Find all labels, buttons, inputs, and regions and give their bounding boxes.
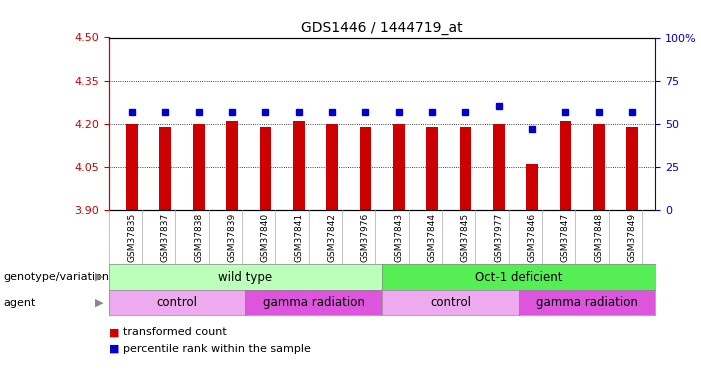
- Bar: [526, 164, 538, 210]
- Bar: [226, 121, 238, 210]
- Bar: [360, 127, 372, 210]
- Bar: [160, 127, 171, 210]
- Text: GSM37846: GSM37846: [528, 213, 536, 262]
- Text: GSM37838: GSM37838: [194, 213, 203, 262]
- Text: agent: agent: [4, 298, 36, 307]
- Bar: [293, 121, 304, 210]
- Text: GSM37977: GSM37977: [494, 213, 503, 262]
- Text: GSM37848: GSM37848: [594, 213, 604, 262]
- Text: GSM37841: GSM37841: [294, 213, 304, 262]
- Text: ■: ■: [109, 344, 119, 354]
- Text: gamma radiation: gamma radiation: [263, 296, 365, 309]
- Text: Oct-1 deficient: Oct-1 deficient: [475, 271, 562, 284]
- Text: GSM37839: GSM37839: [228, 213, 236, 262]
- Bar: [259, 127, 271, 210]
- Text: ▶: ▶: [95, 298, 104, 307]
- Text: ▶: ▶: [95, 272, 104, 282]
- Text: ■: ■: [109, 327, 119, 337]
- Text: GSM37845: GSM37845: [461, 213, 470, 262]
- Text: gamma radiation: gamma radiation: [536, 296, 638, 309]
- Bar: [460, 127, 471, 210]
- Text: transformed count: transformed count: [123, 327, 226, 337]
- Text: GSM37843: GSM37843: [394, 213, 403, 262]
- Text: genotype/variation: genotype/variation: [4, 272, 109, 282]
- Bar: [326, 124, 338, 210]
- Bar: [193, 124, 205, 210]
- Text: control: control: [156, 296, 198, 309]
- Text: GSM37844: GSM37844: [428, 213, 437, 262]
- Bar: [393, 124, 404, 210]
- Bar: [426, 127, 438, 210]
- Text: GSM37847: GSM37847: [561, 213, 570, 262]
- Text: percentile rank within the sample: percentile rank within the sample: [123, 344, 311, 354]
- Text: GSM37849: GSM37849: [627, 213, 637, 262]
- Bar: [626, 127, 638, 210]
- Bar: [593, 124, 604, 210]
- Bar: [559, 121, 571, 210]
- Text: GSM37840: GSM37840: [261, 213, 270, 262]
- Text: GSM37976: GSM37976: [361, 213, 370, 262]
- Bar: [126, 124, 138, 210]
- Text: GSM37837: GSM37837: [161, 213, 170, 262]
- Text: GSM37842: GSM37842: [327, 213, 336, 262]
- Text: GSM37835: GSM37835: [128, 213, 137, 262]
- Title: GDS1446 / 1444719_at: GDS1446 / 1444719_at: [301, 21, 463, 35]
- Text: control: control: [430, 296, 471, 309]
- Bar: [493, 124, 505, 210]
- Text: wild type: wild type: [218, 271, 273, 284]
